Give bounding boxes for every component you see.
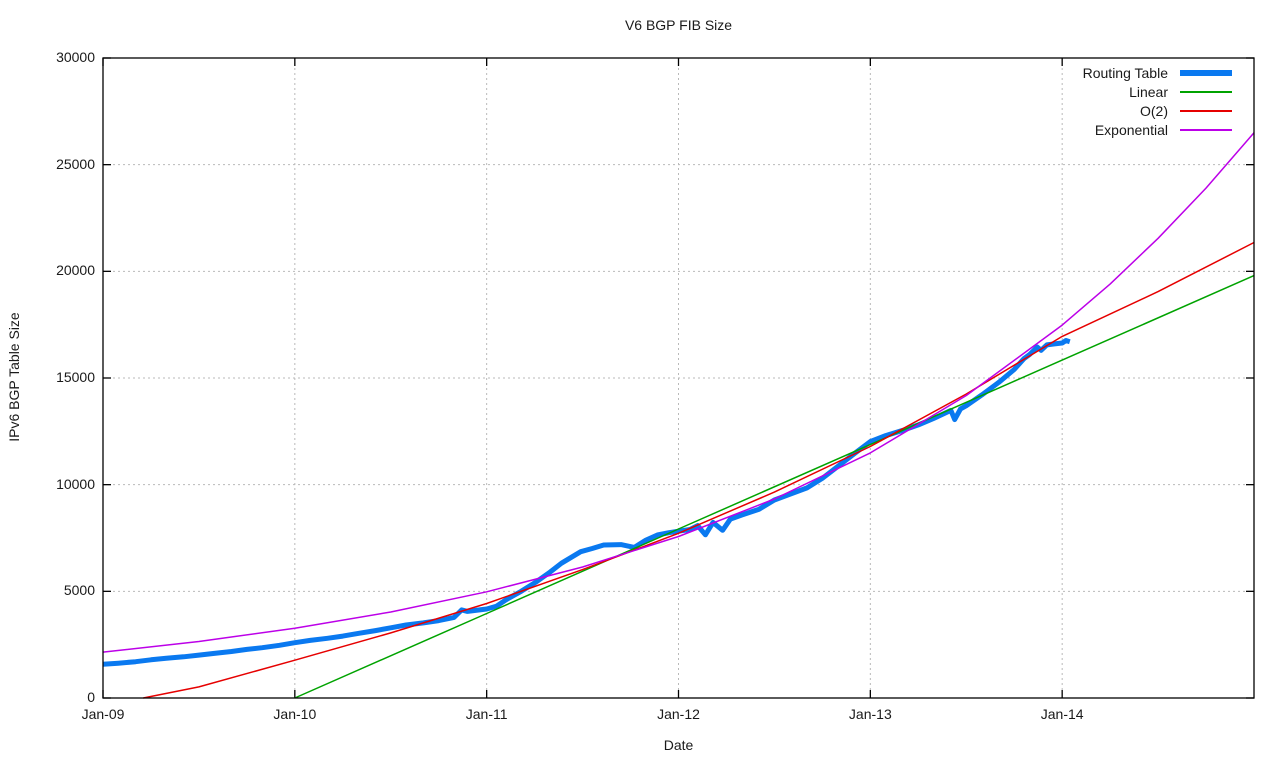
legend-label-o2: O(2) <box>1140 102 1168 119</box>
x-tick-label: Jan-10 <box>273 706 317 722</box>
chart-title: V6 BGP FIB Size <box>624 17 733 33</box>
series-line-linear <box>294 274 1255 699</box>
x-tick-label: Jan-11 <box>465 706 508 722</box>
y-tick-label: 10000 <box>56 475 95 492</box>
y-tick-label: 30000 <box>56 49 95 65</box>
legend: Routing Table Linear O(2) Exponential <box>1083 63 1232 139</box>
legend-label-exponential: Exponential <box>1094 121 1168 138</box>
x-tick-label: Jan-09 <box>81 706 125 722</box>
legend-row-exponential: Exponential <box>1083 120 1232 139</box>
x-tick-label: Jan-14 <box>1040 706 1084 722</box>
y-tick-label: 5000 <box>63 582 95 599</box>
legend-swatch-linear <box>1180 90 1232 93</box>
y-tick-label: 0 <box>87 689 95 705</box>
series-line-o-2- <box>143 241 1255 699</box>
x-tick-label: Jan-13 <box>848 706 892 722</box>
legend-swatch-routing-table <box>1180 69 1232 76</box>
legend-label-linear: Linear <box>1129 83 1168 100</box>
plot-border <box>102 57 1255 699</box>
legend-swatch-o2 <box>1180 109 1232 112</box>
y-tick-label: 15000 <box>56 369 95 385</box>
legend-row-linear: Linear <box>1083 82 1232 101</box>
legend-label-routing-table: Routing Table <box>1082 64 1168 81</box>
x-tick-label: Jan-12 <box>657 706 700 722</box>
legend-row-o2: O(2) <box>1083 101 1232 120</box>
legend-row-routing-table: Routing Table <box>1083 63 1232 82</box>
series-line-routing-table <box>102 338 1071 667</box>
y-tick-label: 25000 <box>56 155 95 172</box>
x-axis-title: Date <box>663 737 694 753</box>
y-tick-label: 20000 <box>56 262 95 279</box>
legend-swatch-exponential <box>1180 128 1232 131</box>
series-line-exponential <box>102 132 1255 653</box>
